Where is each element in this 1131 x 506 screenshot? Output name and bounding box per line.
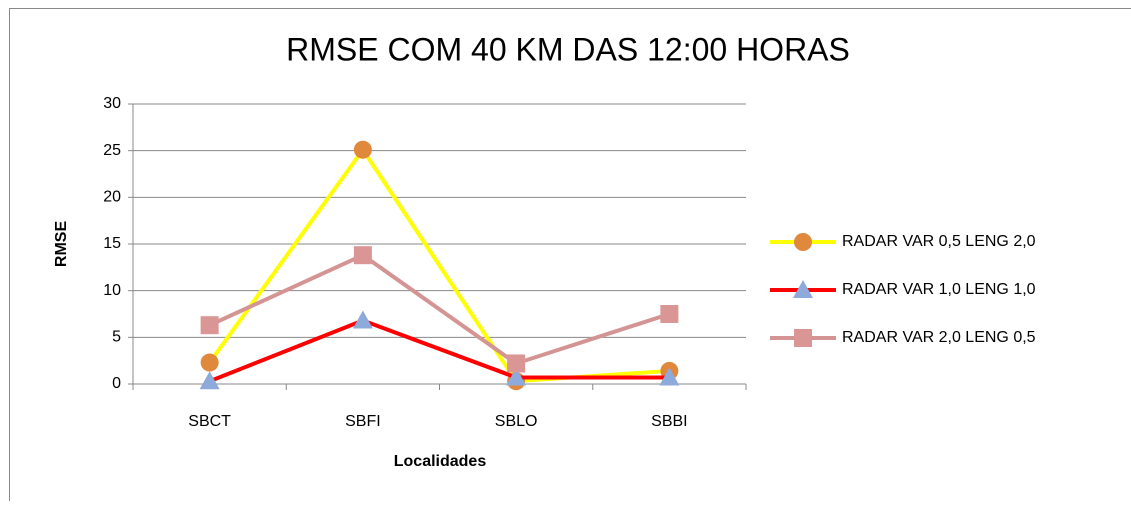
legend-label: RADAR VAR 2,0 LENG 0,5: [842, 329, 1036, 346]
data-point: [354, 246, 372, 264]
legend-label: RADAR VAR 0,5 LENG 2,0: [842, 233, 1036, 250]
chart-title: RMSE COM 40 KM DAS 12:00 HORAS: [286, 31, 850, 67]
y-tick-label: 20: [103, 189, 121, 206]
legend-marker: [794, 329, 812, 347]
data-point: [507, 354, 525, 372]
chart-border: [10, 9, 1131, 502]
x-tick-label: SBFI: [345, 413, 381, 430]
x-tick-label: SBLO: [495, 413, 538, 430]
data-point: [354, 141, 372, 159]
x-tick-label: SBCT: [188, 413, 231, 430]
y-tick-label: 0: [112, 375, 121, 392]
y-tick-label: 30: [103, 95, 121, 112]
y-tick-label: 10: [103, 282, 121, 299]
y-tick-label: 25: [103, 142, 121, 159]
x-axis-label: Localidades: [394, 453, 487, 470]
legend-label: RADAR VAR 1,0 LENG 1,0: [842, 281, 1036, 298]
data-point: [201, 354, 219, 372]
y-axis-label: RMSE: [53, 221, 70, 268]
y-tick-label: 5: [112, 329, 121, 346]
data-point: [201, 316, 219, 334]
x-tick-label: SBBI: [651, 413, 687, 430]
legend-marker: [794, 233, 812, 251]
y-tick-label: 15: [103, 235, 121, 252]
data-point: [660, 305, 678, 323]
